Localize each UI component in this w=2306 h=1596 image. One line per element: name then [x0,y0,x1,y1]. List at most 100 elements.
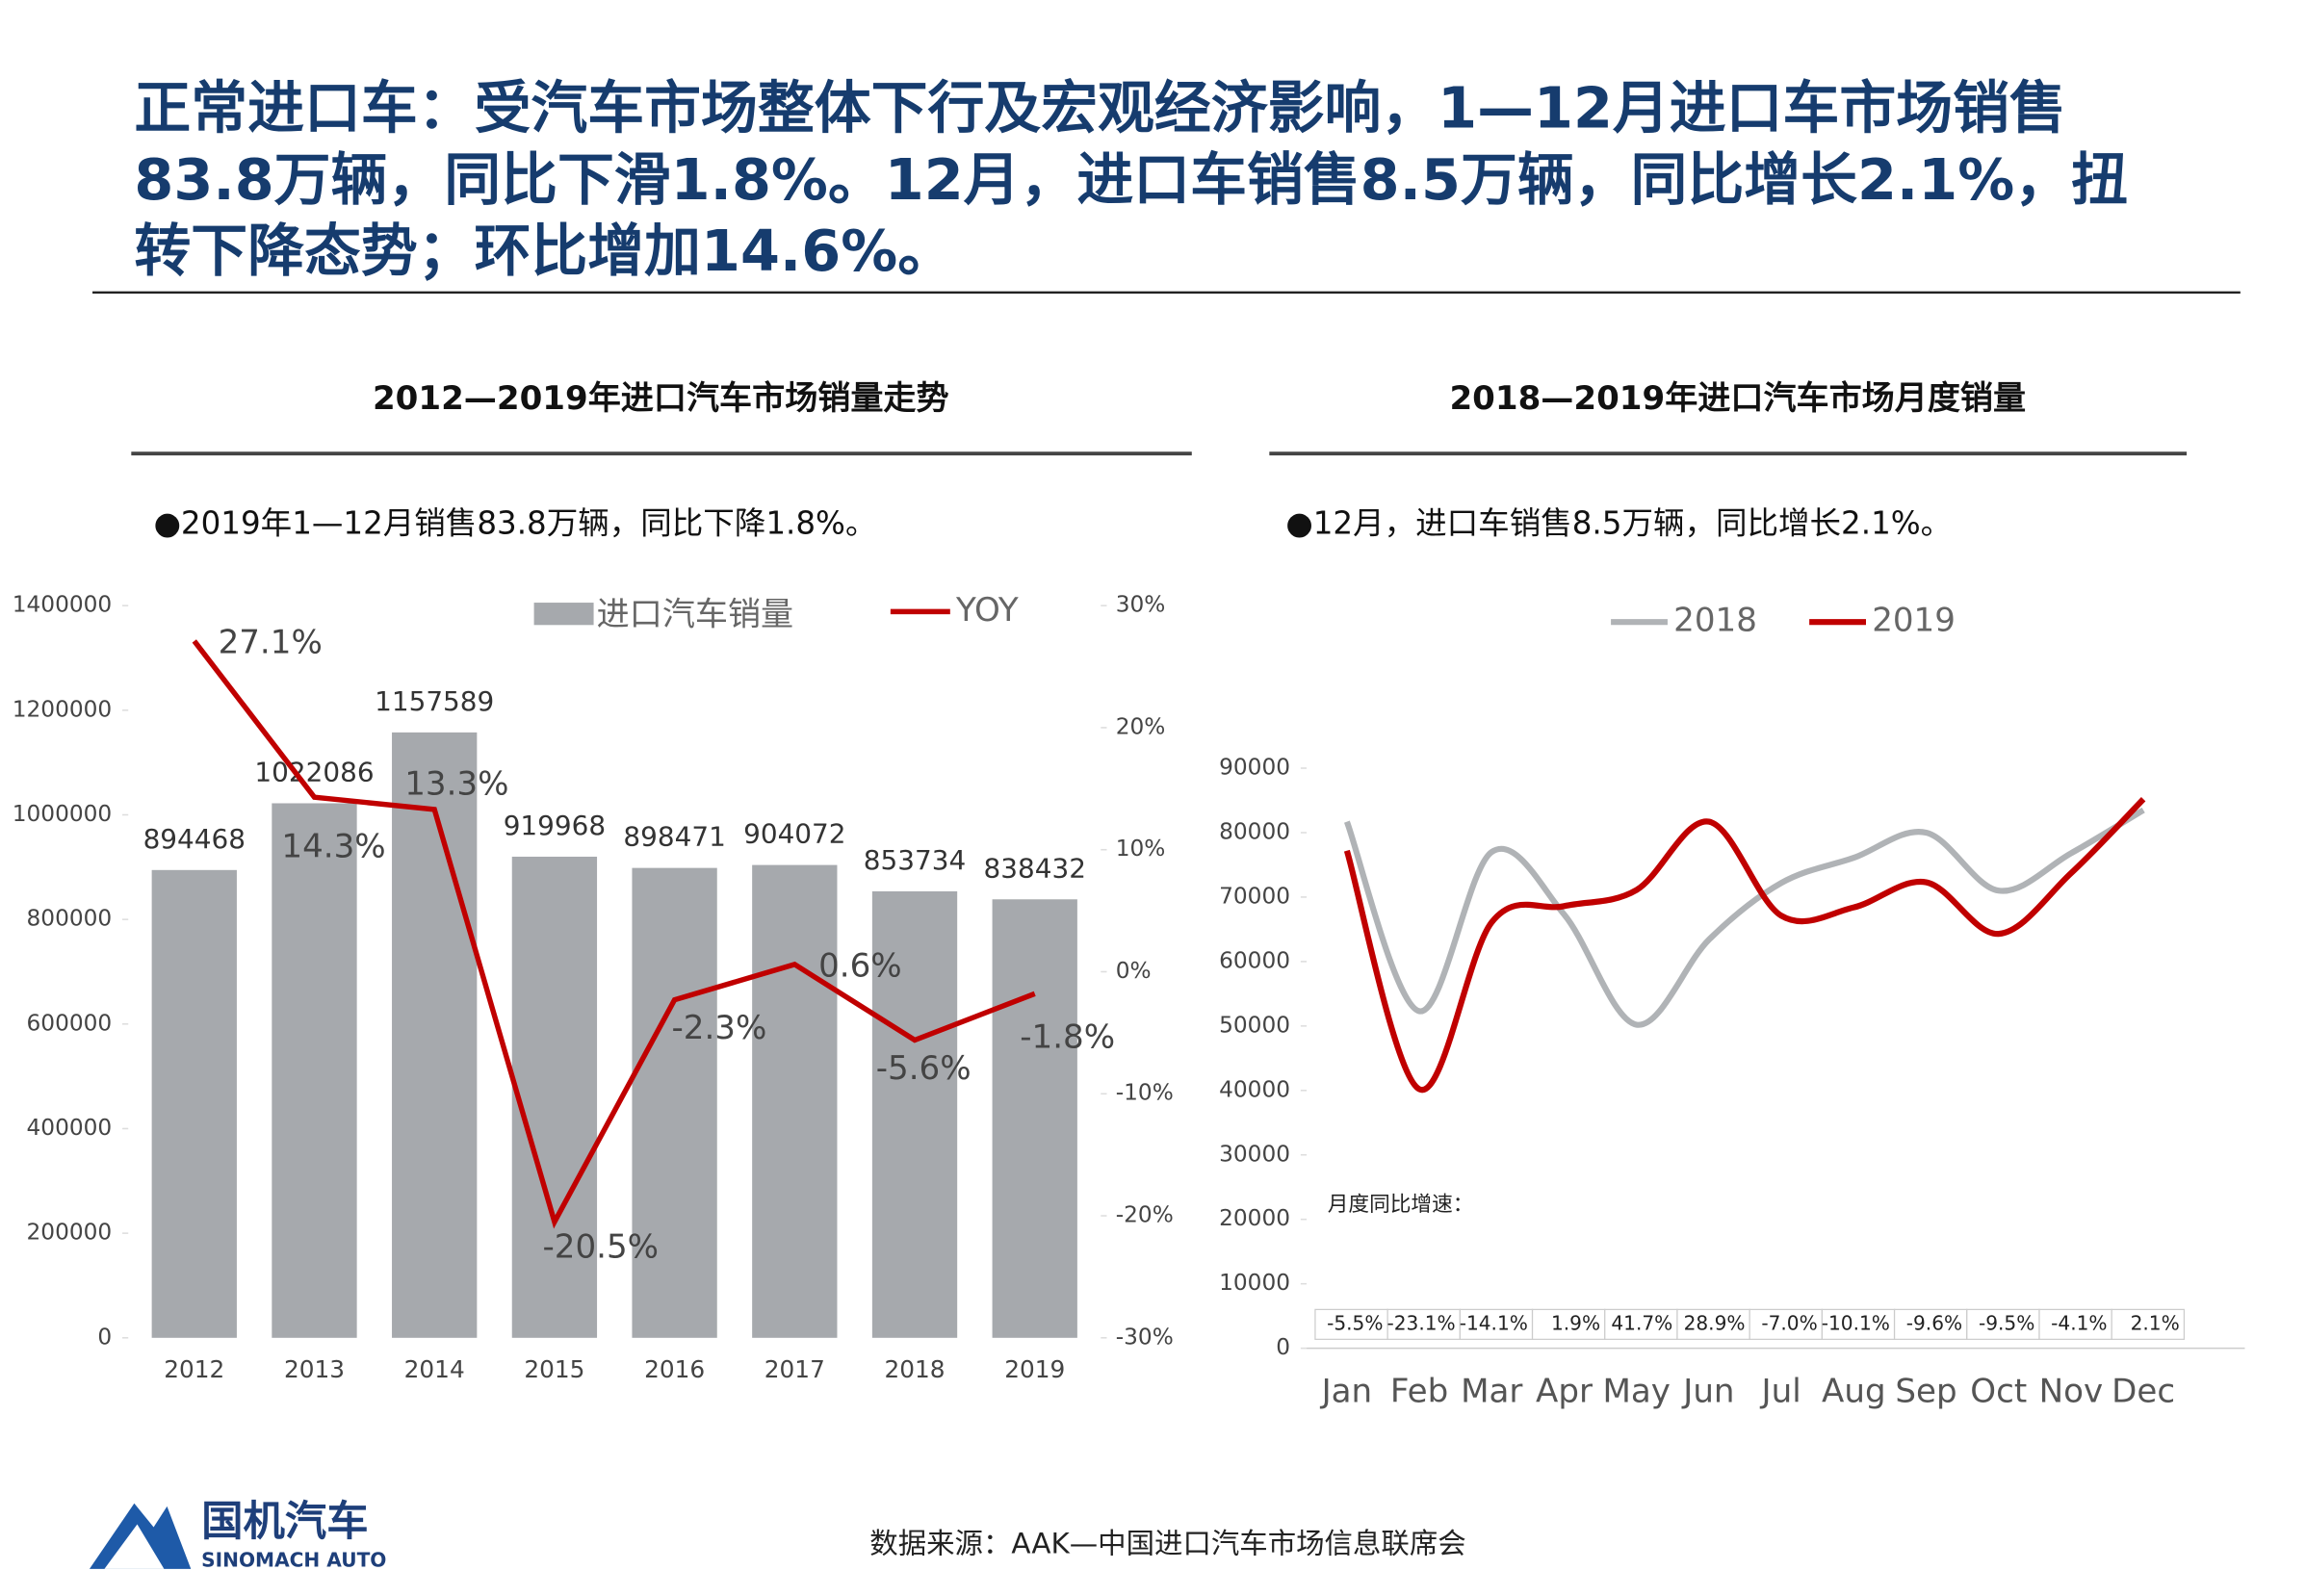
logo-text: SINOMACH AUTO [201,1549,386,1572]
table-value: 1.9% [1551,1311,1600,1334]
source: 数据来源：AAK—中国进口汽车市场信息联席会 [869,1528,1465,1560]
y-tick-label: 40000 [1219,1076,1290,1102]
y-tick-label: 60000 [1219,947,1290,973]
data-label: 894468 [143,823,246,855]
y-tick-label: 800000 [27,906,113,932]
y-tick-label: 30000 [1219,1141,1290,1167]
legend-label: YOY [955,591,1019,630]
table-cell [1893,1308,1968,1340]
table-value: -10.1% [1822,1311,1890,1334]
bar [272,803,357,1338]
x-tick-label: Dec [2112,1373,2175,1411]
x-tick-label: 2019 [1004,1355,1065,1383]
data-label: 853734 [864,844,966,876]
data-label: -20.5% [543,1228,660,1267]
y-tick-label: 1200000 [13,696,112,722]
y2-tick-label: -20% [1116,1202,1174,1228]
data-label: 1022086 [254,757,374,788]
table-cell [2038,1308,2112,1340]
y-tick-label: 600000 [27,1010,113,1036]
x-tick-label: 2014 [404,1355,465,1383]
x-tick-label: Nov [2039,1373,2104,1411]
x-tick-label: Sep [1895,1373,1956,1411]
bar [992,899,1077,1338]
logo: 国机汽车 SINOMACH AUTO [89,1498,386,1572]
y-tick-label: 90000 [1219,755,1290,781]
y-tick-label: 200000 [27,1220,113,1246]
header-title: 正常进口车：受汽车市场整体下行及宏观经济影响，1—12月进口车市场销售 [134,74,2065,141]
note: ●2019年1—12月销售83.8万辆，同比下降1.8%。 [154,505,877,542]
data-label: 898471 [623,821,725,853]
x-tick-label: 2018 [885,1355,946,1383]
x-tick-label: 2016 [644,1355,705,1383]
line [1343,807,2145,1028]
x-tick-label: Jul [1760,1373,1801,1411]
table-value: -7.0% [1761,1311,1817,1334]
table-cell [1676,1308,1750,1340]
y-tick-label: 1000000 [13,801,112,827]
bar [632,867,717,1338]
data-label: -2.3% [672,1009,767,1047]
legend-swatch [533,603,594,626]
table-cell [1459,1308,1534,1340]
x-tick-label: 2015 [524,1355,584,1383]
y-tick-label: 20000 [1219,1205,1290,1231]
x-tick-label: 2017 [764,1355,825,1383]
table-cell [1821,1308,1896,1340]
y-tick-label: 80000 [1219,818,1290,844]
data-label: 14.3% [281,827,385,865]
table-value: -9.6% [1906,1311,1962,1334]
x-tick-label: Jun [1681,1373,1734,1411]
logo-text: 国机汽车 [201,1498,368,1546]
x-tick-label: 2012 [164,1355,224,1383]
x-tick-label: Mar [1461,1373,1523,1411]
y-tick-label: 70000 [1219,883,1290,909]
table-value: 28.9% [1684,1311,1746,1334]
y-tick-label: 50000 [1219,1012,1290,1038]
data-label: 0.6% [818,946,902,985]
y-tick-label: 0 [1276,1334,1290,1360]
table-cell [1749,1308,1823,1340]
legend-label: 进口汽车销量 [597,596,793,634]
data-label: -5.6% [876,1049,972,1088]
y2-tick-label: 10% [1116,836,1166,862]
table-cell [1604,1308,1678,1340]
table-value: -5.5% [1327,1311,1383,1334]
table-value: -14.1% [1460,1311,1528,1334]
x-tick-label: Oct [1970,1373,2027,1411]
line [192,639,1036,1229]
data-label: -1.8% [1020,1017,1115,1056]
table-cell [1531,1308,1606,1340]
table-value: -9.5% [1979,1311,2034,1334]
data-label: 13.3% [404,765,508,804]
chart-title: 2012—2019年进口汽车市场销量走势 [373,379,949,418]
table-title: 月度同比增速： [1328,1193,1474,1217]
table-cell [1386,1308,1461,1340]
bar [752,864,838,1338]
header-title: 83.8万辆，同比下滑1.8%。12月，进口车销售8.5万辆，同比增长2.1%，… [134,146,2128,213]
line [1343,796,2146,1093]
x-tick-label: Aug [1822,1373,1886,1411]
note: ●12月，进口车销售8.5万辆，同比增长2.1%。 [1285,505,1952,542]
bar [392,732,478,1338]
bar [151,869,237,1338]
y-tick-label: 400000 [27,1115,113,1141]
data-label: 919968 [504,810,606,841]
data-label: 838432 [984,852,1086,884]
table-value: 2.1% [2131,1311,2180,1334]
bar [871,890,958,1338]
y-tick-label: 1400000 [13,592,112,618]
logo-shape [104,1524,165,1569]
table-value: -23.1% [1386,1311,1455,1334]
legend-label: 2018 [1673,602,1757,640]
y2-tick-label: 20% [1116,713,1166,739]
x-tick-label: Apr [1536,1373,1593,1411]
data-label: 27.1% [219,624,323,662]
table-value: -4.1% [2051,1311,2107,1334]
y2-tick-label: 0% [1116,958,1152,984]
header-title: 转下降态势；环比增加14.6%。 [134,218,954,284]
x-tick-label: Feb [1390,1373,1448,1411]
y2-tick-label: -30% [1116,1324,1174,1350]
table-value: 41.7% [1611,1311,1672,1334]
